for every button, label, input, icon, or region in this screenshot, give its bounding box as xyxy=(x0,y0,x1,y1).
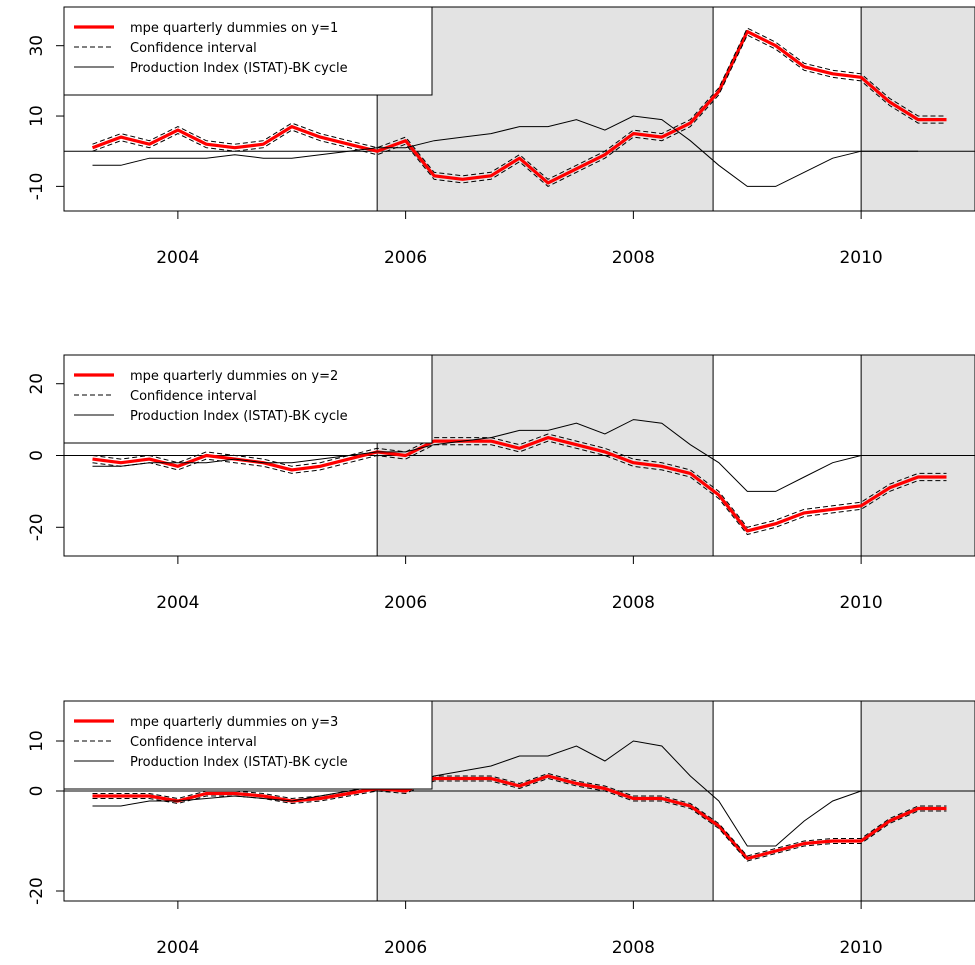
panel-2: mpe quarterly dummies on y=2 Confidence i… xyxy=(27,354,975,613)
panel-3-legend: mpe quarterly dummies on y=3 Confidence i… xyxy=(63,700,433,790)
panel-3-frame xyxy=(63,700,975,902)
panel-2-legend: mpe quarterly dummies on y=2 Confidence i… xyxy=(63,354,433,444)
panel-2-y-tick-label--20: -20 xyxy=(27,513,47,541)
panel-3-legend-label-2: Confidence interval xyxy=(130,735,257,750)
panel-1-y-axis: -10 10 30 xyxy=(27,35,64,200)
panel-1-frame xyxy=(63,6,975,212)
panel-3-y-tick-label-0: 0 xyxy=(27,786,47,797)
panel-1-series-cycle-line xyxy=(92,115,919,187)
panel-1: mpe quarterly dummies on y=1 Confidence i… xyxy=(27,6,975,268)
panel-3-y-tick-label-10: 10 xyxy=(27,730,47,752)
panel-1-x-axis: 2004 2006 2008 2010 xyxy=(156,211,883,268)
panel-2-x-tick-label-2008: 2008 xyxy=(612,593,655,613)
panel-2-series-ci-line-1 xyxy=(92,433,947,528)
panel-2-y-tick-label-20: 20 xyxy=(27,373,47,395)
panel-1-series-fit-line xyxy=(91,30,947,185)
panel-1-x-tick-label-2006: 2006 xyxy=(384,248,427,268)
panel-1-legend-box xyxy=(63,6,433,96)
panel-1-y-tick-label-10: 10 xyxy=(27,105,47,127)
panel-3-legend-label-3: Production Index (ISTAT)-BK cycle xyxy=(130,755,348,770)
panel-3-series-fit-line xyxy=(92,774,947,861)
panel-1-shaded-period-2 xyxy=(861,7,975,211)
panel-3-x-tick-label-2004: 2004 xyxy=(156,938,199,958)
panel-2-y-tick-label-0: 0 xyxy=(27,450,47,461)
panel-2-x-tick-label-2010: 2010 xyxy=(839,593,882,613)
panel-1-y-tick-label--10: -10 xyxy=(27,172,47,200)
panel-1-x-tick-label-2008: 2008 xyxy=(612,248,655,268)
panel-1-legend-label-2: Confidence interval xyxy=(130,41,257,56)
panel-1-legend-label-1: mpe quarterly dummies on y=1 xyxy=(130,21,338,36)
panel-1-legend: mpe quarterly dummies on y=1 Confidence i… xyxy=(63,6,433,96)
panel-1-series-ci-line-1 xyxy=(92,27,947,180)
panel-3-x-tick-label-2008: 2008 xyxy=(612,938,655,958)
panel-3-series-cycle-line xyxy=(92,740,919,847)
panel-2-legend-box xyxy=(63,354,433,444)
panel-2-x-tick-label-2004: 2004 xyxy=(156,593,199,613)
panel-3-x-axis: 2004 2006 2008 2010 xyxy=(156,901,883,958)
chart-panels: mpe quarterly dummies on y=1 Confidence i… xyxy=(27,6,975,958)
panel-1-legend-label-3: Production Index (ISTAT)-BK cycle xyxy=(130,61,348,76)
panel-3-x-tick-label-2010: 2010 xyxy=(839,938,882,958)
panel-2-series-ci-line-2 xyxy=(92,440,947,536)
panel-3-series-ci-line-2 xyxy=(92,777,947,862)
panel-1-y-tick-label-30: 30 xyxy=(27,35,47,57)
panel-2-x-axis: 2004 2006 2008 2010 xyxy=(156,556,883,613)
panel-1-plot-area xyxy=(64,7,975,211)
panel-1-x-tick-label-2004: 2004 xyxy=(156,248,199,268)
panel-3-y-axis: -20 0 10 xyxy=(27,730,64,905)
panel-2-y-axis: -20 0 20 xyxy=(27,373,64,541)
panel-1-x-tick-label-2010: 2010 xyxy=(839,248,882,268)
panel-2-legend-label-2: Confidence interval xyxy=(130,389,257,404)
panel-3-legend-box xyxy=(63,700,433,790)
panel-3: mpe quarterly dummies on y=3 Confidence i… xyxy=(27,700,975,958)
panel-3-legend-label-1: mpe quarterly dummies on y=3 xyxy=(130,715,338,730)
panel-2-plot-area xyxy=(64,355,975,556)
panel-3-x-tick-label-2006: 2006 xyxy=(384,938,427,958)
panel-3-plot-area xyxy=(64,701,975,901)
panel-2-x-tick-label-2006: 2006 xyxy=(384,593,427,613)
panel-2-legend-label-1: mpe quarterly dummies on y=2 xyxy=(130,369,338,384)
panel-3-series-ci-line-1 xyxy=(92,772,947,857)
panel-3-y-tick-label--20: -20 xyxy=(27,877,47,905)
panel-2-series-cycle-line xyxy=(92,419,919,492)
panel-3-shaded-period-2 xyxy=(861,701,975,901)
panel-2-legend-label-3: Production Index (ISTAT)-BK cycle xyxy=(130,409,348,424)
panel-1-series-ci-line-2 xyxy=(92,34,947,187)
